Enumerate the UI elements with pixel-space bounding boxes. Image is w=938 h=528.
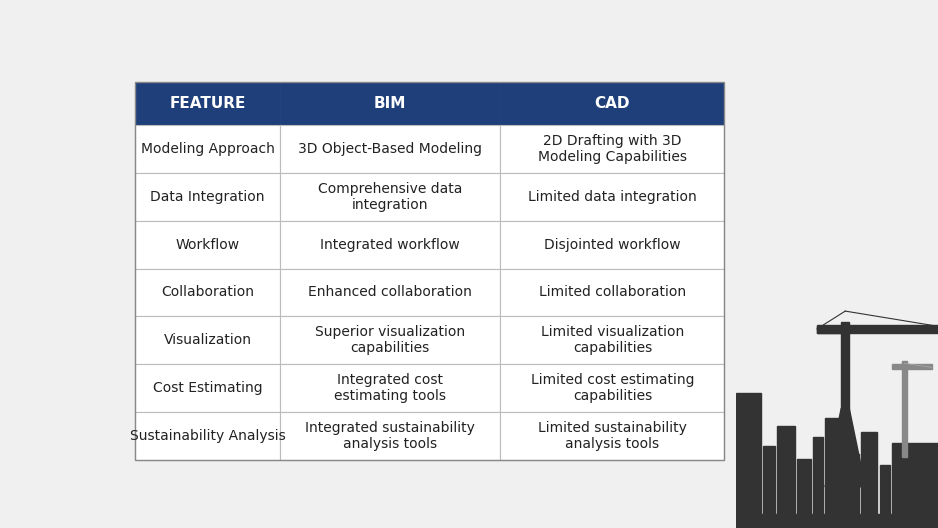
Text: Integrated sustainability
analysis tools: Integrated sustainability analysis tools [305, 421, 475, 451]
Text: Limited data integration: Limited data integration [528, 190, 697, 204]
Text: Collaboration: Collaboration [161, 286, 254, 299]
Bar [796, 459, 811, 514]
Bar [501, 364, 724, 412]
Bar [892, 443, 938, 514]
Bar [280, 269, 501, 316]
Bar [135, 269, 280, 316]
Text: Workflow: Workflow [175, 238, 239, 252]
Bar [736, 514, 938, 528]
Text: Integrated workflow: Integrated workflow [320, 238, 460, 252]
Bar [501, 269, 724, 316]
Text: CAD: CAD [595, 96, 630, 111]
Bar [841, 322, 849, 514]
Bar [763, 446, 775, 514]
Text: Comprehensive data
integration: Comprehensive data integration [318, 182, 462, 212]
Bar [736, 393, 761, 514]
Text: Visualization: Visualization [163, 333, 251, 347]
Text: Integrated cost
estimating tools: Integrated cost estimating tools [334, 373, 446, 403]
Bar [847, 454, 859, 514]
Bar [280, 82, 501, 125]
Text: Superior visualization
capabilities: Superior visualization capabilities [315, 325, 465, 355]
Bar [501, 125, 724, 173]
Text: Modeling Approach: Modeling Approach [141, 142, 275, 156]
Bar [501, 316, 724, 364]
Bar [135, 82, 280, 125]
Text: Data Integration: Data Integration [150, 190, 265, 204]
Text: 2D Drafting with 3D
Modeling Capabilities: 2D Drafting with 3D Modeling Capabilitie… [537, 134, 687, 164]
Bar [135, 221, 280, 269]
Text: BIM: BIM [374, 96, 406, 111]
Bar [135, 316, 280, 364]
Bar [280, 364, 501, 412]
Text: Limited cost estimating
capabilities: Limited cost estimating capabilities [531, 373, 694, 403]
Text: Cost Estimating: Cost Estimating [153, 381, 263, 395]
Text: Limited visualization
capabilities: Limited visualization capabilities [540, 325, 684, 355]
Text: Sustainability Analysis: Sustainability Analysis [129, 429, 285, 443]
Bar [280, 125, 501, 173]
Bar [861, 432, 877, 514]
Bar [135, 364, 280, 412]
Bar [280, 221, 501, 269]
Bar [892, 364, 932, 369]
Bar [135, 125, 280, 173]
Bar [901, 361, 907, 457]
Bar [501, 412, 724, 460]
Bar [813, 437, 823, 514]
Bar [280, 173, 501, 221]
Bar [501, 173, 724, 221]
Bar [135, 412, 280, 460]
Text: Limited sustainability
analysis tools: Limited sustainability analysis tools [537, 421, 687, 451]
Text: FEATURE: FEATURE [170, 96, 246, 111]
Bar [135, 82, 724, 460]
Bar [817, 325, 938, 333]
Bar [817, 326, 845, 333]
Bar [777, 427, 794, 514]
Bar [880, 465, 889, 514]
Bar [501, 82, 724, 125]
Bar [825, 418, 845, 514]
Text: Enhanced collaboration: Enhanced collaboration [309, 286, 472, 299]
Bar [280, 412, 501, 460]
Text: Limited collaboration: Limited collaboration [538, 286, 686, 299]
Bar [280, 316, 501, 364]
Bar [135, 173, 280, 221]
Bar [501, 221, 724, 269]
Polygon shape [825, 409, 866, 487]
Text: 3D Object-Based Modeling: 3D Object-Based Modeling [298, 142, 482, 156]
Text: Disjointed workflow: Disjointed workflow [544, 238, 681, 252]
